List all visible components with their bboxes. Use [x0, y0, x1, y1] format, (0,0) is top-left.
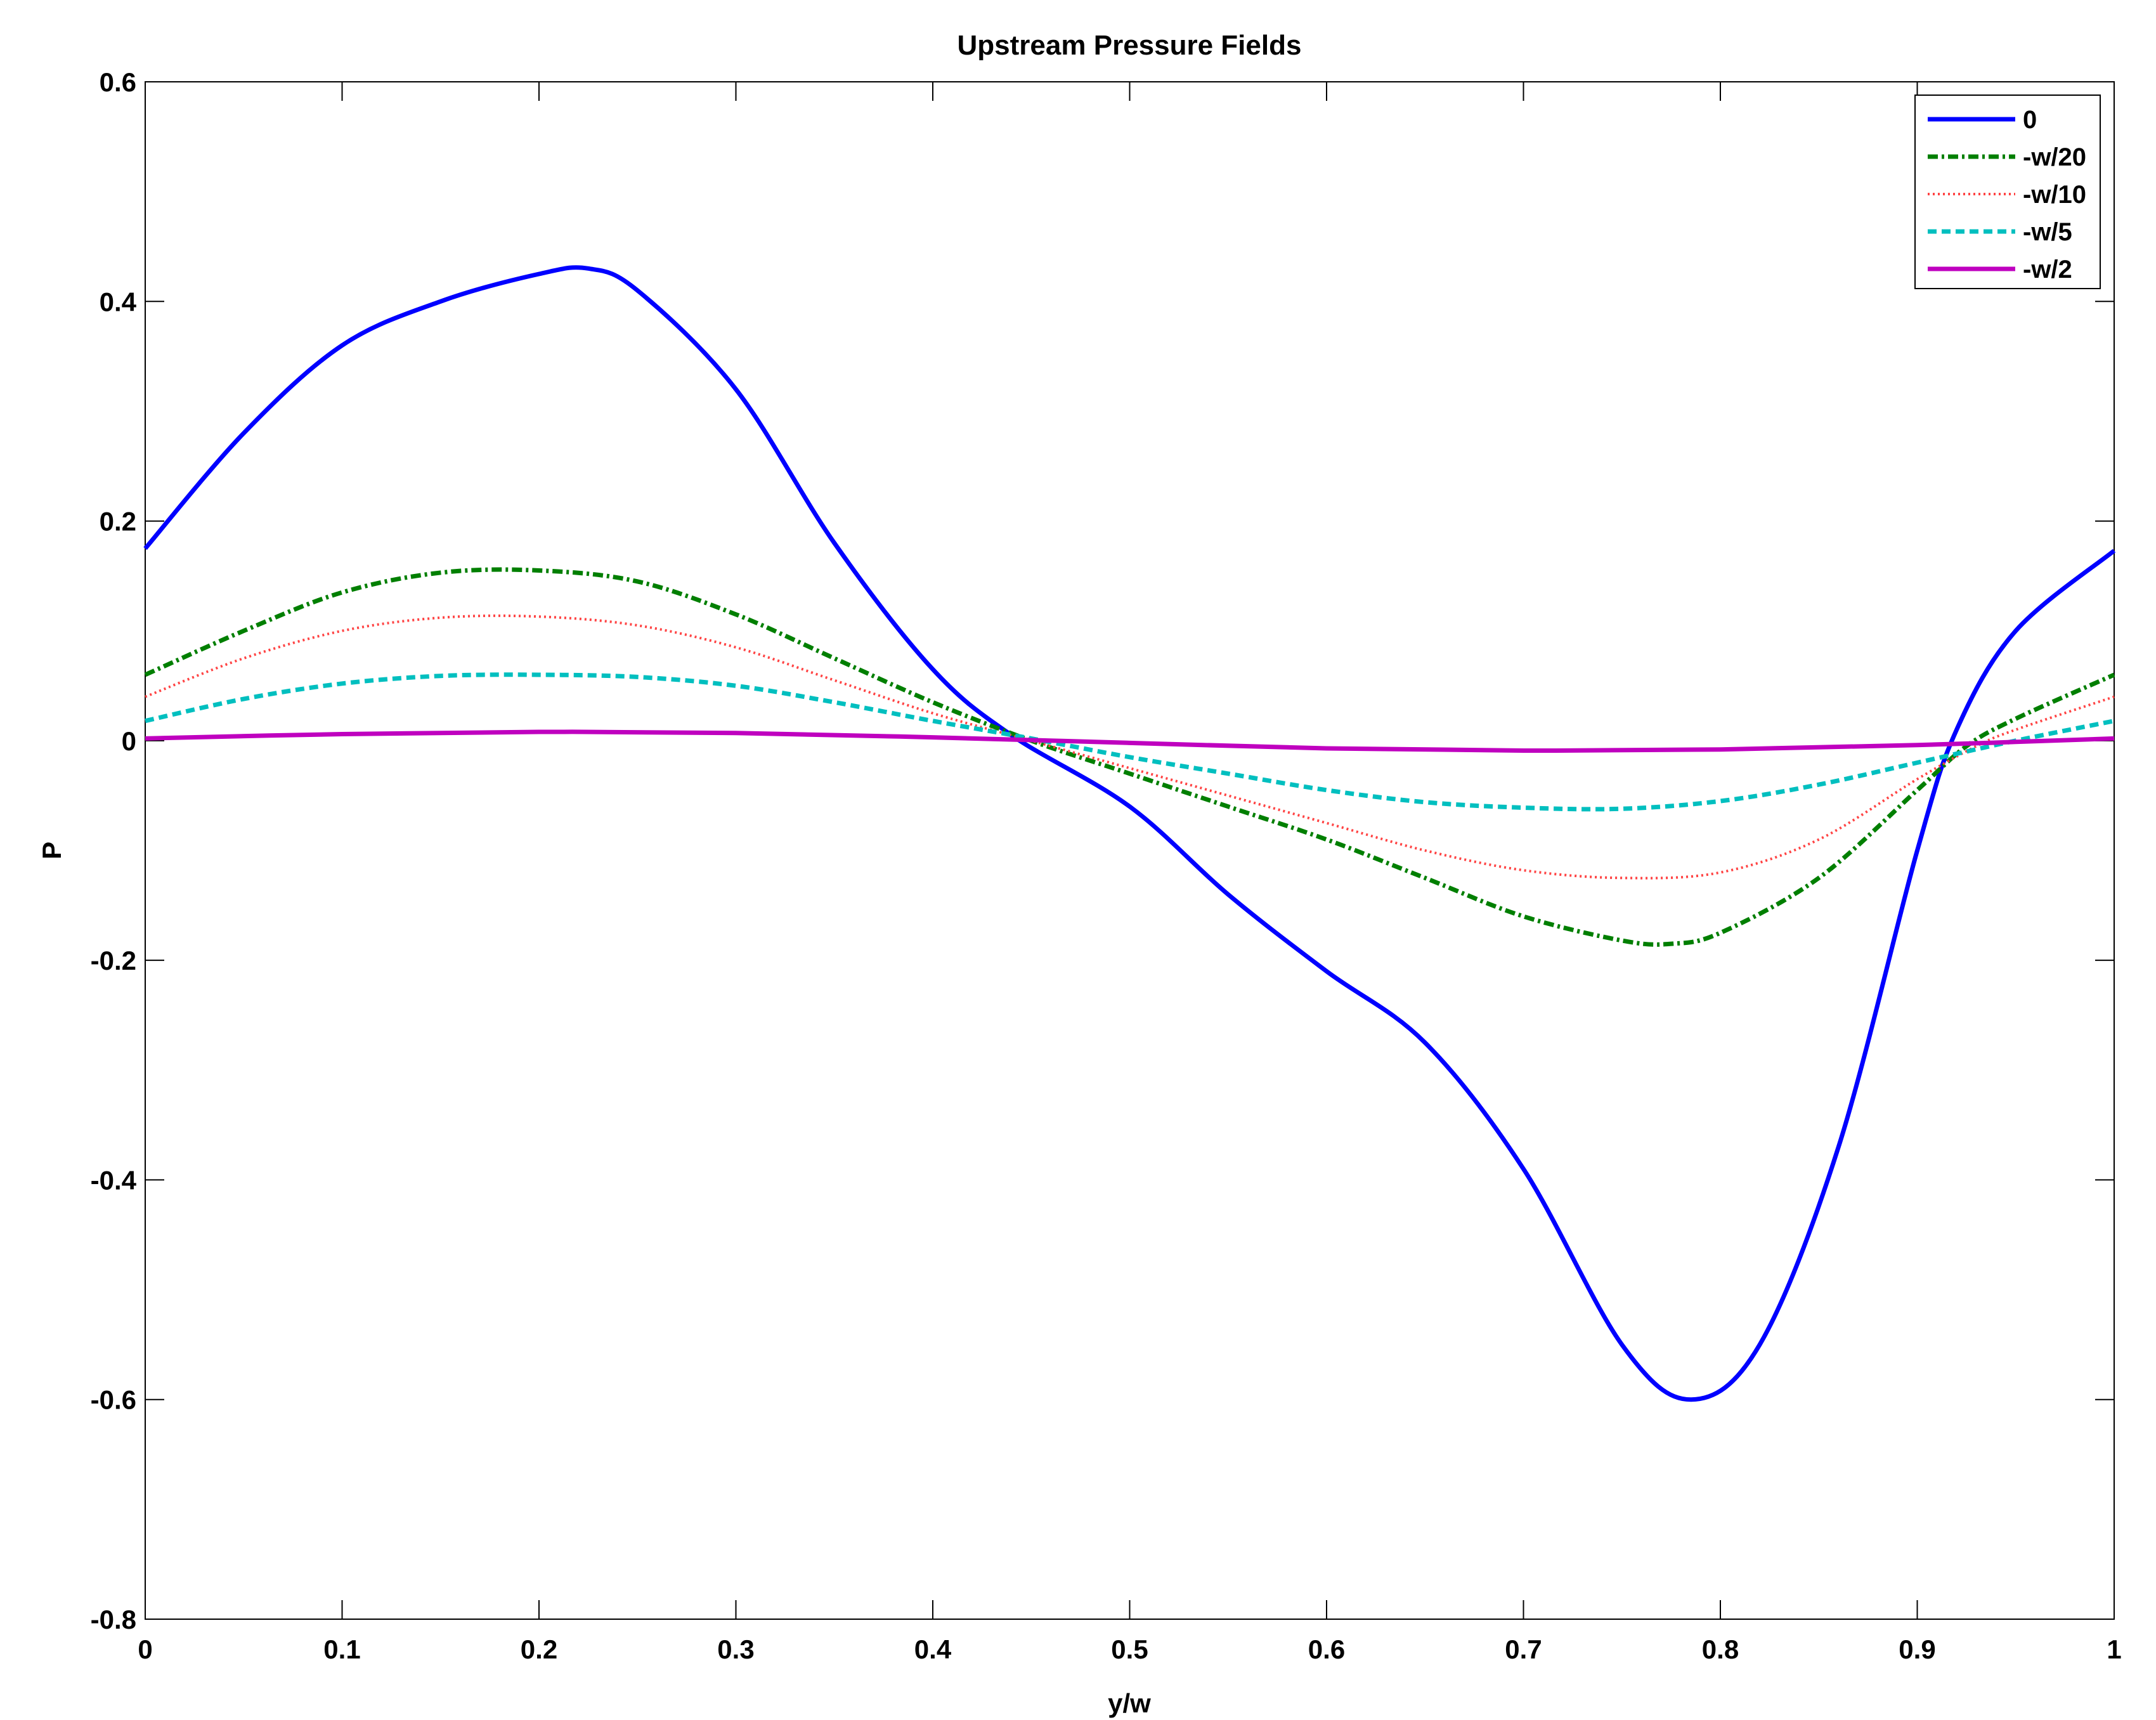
x-tick-label: 0.7 [1505, 1634, 1542, 1664]
legend-label: -w/20 [2023, 143, 2086, 171]
legend-label: 0 [2023, 106, 2037, 134]
x-tick-label: 0.1 [323, 1634, 360, 1664]
x-tick-label: 0.4 [914, 1634, 952, 1664]
x-tick-label: 1 [2107, 1634, 2121, 1664]
x-tick-label: 0.9 [1899, 1634, 1935, 1664]
chart-title: Upstream Pressure Fields [958, 30, 1302, 61]
x-tick-label: 0.3 [717, 1634, 754, 1664]
y-tick-label: -0.2 [91, 946, 136, 975]
y-tick-label: -0.4 [91, 1165, 137, 1195]
series-line [145, 729, 2115, 753]
x-tick-label: 0.5 [1111, 1634, 1148, 1664]
series-line [143, 265, 2116, 1402]
y-tick-label: -0.6 [91, 1385, 136, 1415]
series-line [145, 672, 2115, 812]
y-axis-label: P [37, 842, 67, 859]
x-tick-label: 0.2 [521, 1634, 557, 1664]
y-tick-label: -0.8 [91, 1605, 136, 1634]
tick-marks [145, 81, 2115, 1620]
series-line [145, 614, 2115, 880]
x-tick-label: 0.8 [1702, 1634, 1739, 1664]
plot-area [145, 81, 2115, 1620]
x-tick-labels: 0 0.1 0.2 0.3 0.4 0.5 0.6 0.7 0.8 0.9 1 [138, 1634, 2121, 1664]
y-tick-label: 0.2 [100, 507, 136, 537]
y-tick-labels: -0.8 -0.6 -0.4 -0.2 0 0.2 0.4 0.6 [91, 67, 137, 1634]
y-tick-label: 0 [122, 726, 136, 756]
x-tick-label: 0 [138, 1634, 152, 1664]
series-lines [143, 265, 2116, 1402]
x-tick-label: 0.6 [1308, 1634, 1345, 1664]
y-tick-label: 0.4 [100, 287, 137, 316]
series-line [144, 567, 2115, 947]
legend-label: -w/10 [2023, 181, 2086, 209]
legend-label: -w/2 [2023, 256, 2072, 283]
legend-label: -w/5 [2023, 218, 2072, 246]
x-axis-label: y/w [1108, 1688, 1151, 1718]
y-tick-label: 0.6 [100, 67, 136, 97]
legend: 0 -w/20 -w/10 -w/5 -w/2 [1914, 94, 2101, 289]
legend-box [1914, 94, 2101, 289]
